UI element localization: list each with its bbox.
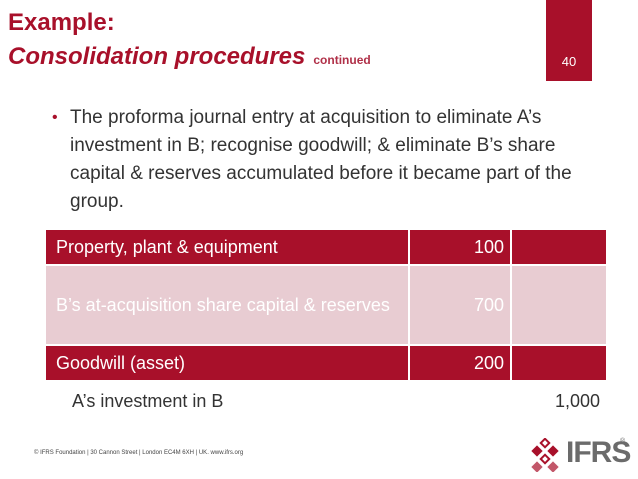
debit-cell: 100 (408, 228, 512, 266)
table-row: Property, plant & equipment 100 (44, 228, 608, 266)
table-row: B’s at-acquisition share capital & reser… (44, 264, 608, 346)
table-row: Goodwill (asset) 200 (44, 344, 608, 382)
slide-subtitle: Consolidation procedures continued (8, 42, 371, 75)
subtitle-text: Consolidation procedures (8, 43, 306, 70)
journal-entry-table: Property, plant & equipment 100 B’s at-a… (44, 228, 608, 422)
account-cell: Goodwill (asset) (44, 344, 410, 382)
credit-cell (510, 344, 608, 382)
credit-cell (510, 228, 608, 266)
footer-text: © IFRS Foundation | 30 Cannon Street | L… (34, 450, 244, 456)
credit-cell (510, 264, 608, 346)
ifrs-lattice-icon (531, 438, 559, 472)
trademark-symbol: ® (620, 438, 626, 445)
account-cell: B’s at-acquisition share capital & reser… (44, 264, 410, 346)
account-cell: Property, plant & equipment (44, 228, 410, 266)
debit-cell: 700 (408, 264, 512, 346)
account-cell: A’s investment in B (44, 380, 410, 422)
credit-cell: 1,000 (510, 380, 608, 422)
bullet-text: The proforma journal entry at acquisitio… (70, 107, 572, 212)
slide-title: Example: (8, 9, 115, 36)
page-number-box: 40 (546, 0, 592, 81)
bullet-point: • The proforma journal entry at acquisit… (52, 104, 612, 216)
subtitle-continued: continued (313, 53, 371, 67)
table-row: A’s investment in B 1,000 (44, 380, 608, 422)
ifrs-wordmark: IFRS (566, 436, 631, 469)
debit-cell: 200 (408, 344, 512, 382)
debit-cell (408, 380, 512, 422)
ifrs-logo: IFRS ® (528, 434, 631, 474)
bullet-dot-icon: • (52, 109, 58, 126)
page-number: 40 (561, 54, 577, 69)
